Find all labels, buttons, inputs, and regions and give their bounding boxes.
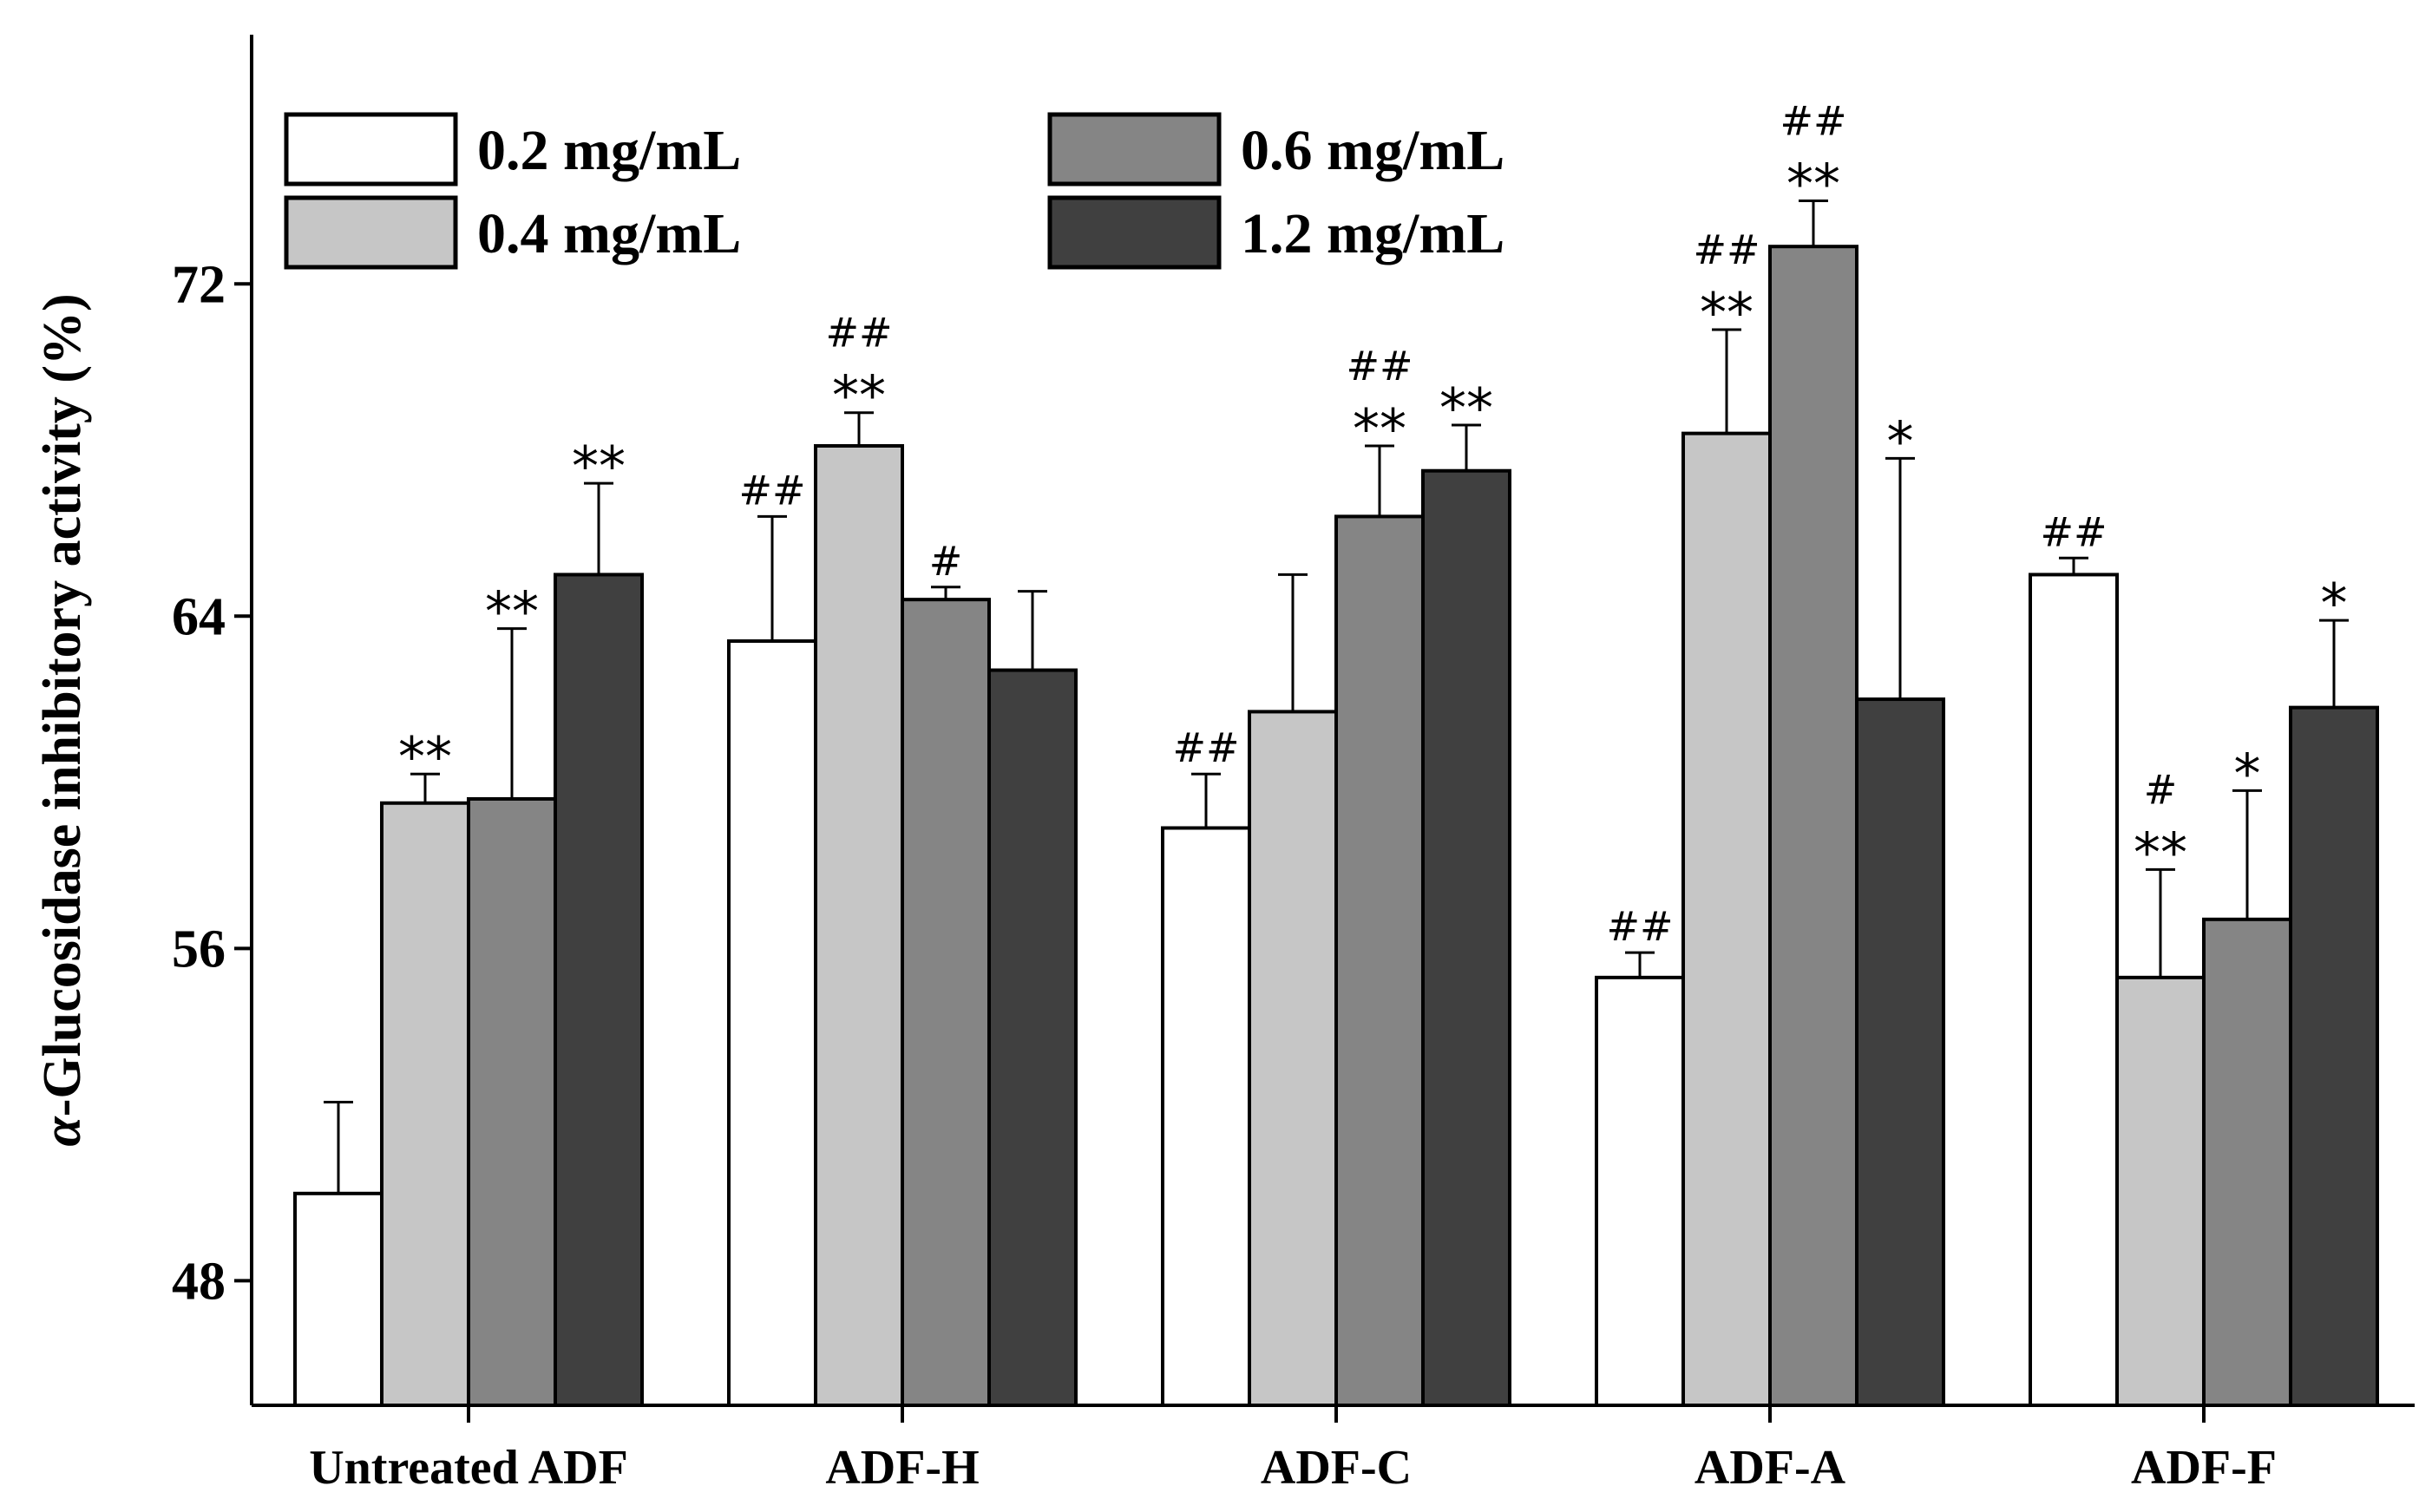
bar bbox=[2289, 705, 2379, 1407]
significance-hash: ## bbox=[825, 310, 892, 357]
significance-star: ** bbox=[1786, 153, 1840, 216]
bar bbox=[1855, 697, 1945, 1407]
significance-layer: ****** ##**#####**##**##**##**##*##**# ** bbox=[398, 98, 2348, 951]
bar bbox=[1421, 468, 1511, 1407]
y-tick-label: 56 bbox=[172, 920, 226, 979]
significance-star: * bbox=[2321, 572, 2348, 635]
legend-label: 1.2 mg/mL bbox=[1241, 202, 1504, 265]
significance-star: ** bbox=[1439, 376, 1493, 440]
x-tick-label: Untreated ADF bbox=[309, 1441, 628, 1495]
bar bbox=[2115, 975, 2206, 1408]
x-tick-label: ADF-C bbox=[1261, 1441, 1412, 1495]
bar bbox=[293, 1191, 383, 1408]
significance-star: ** bbox=[485, 580, 539, 644]
significance-hash: ## bbox=[1346, 343, 1413, 389]
significance-hash: # bbox=[929, 538, 963, 585]
legend-swatch bbox=[284, 195, 458, 270]
significance-star: * bbox=[1887, 409, 1914, 473]
x-tick-label: ADF-H bbox=[825, 1441, 979, 1495]
significance-star: ** bbox=[398, 725, 452, 789]
significance-hash: ## bbox=[738, 467, 805, 514]
x-ticks: Untreated ADF ADF-H ADF-C ADF-A ADF-F bbox=[309, 1405, 2277, 1495]
significance-hash: ## bbox=[1172, 724, 1239, 771]
legend-swatch bbox=[1047, 112, 1222, 187]
bar bbox=[554, 573, 644, 1407]
y-ticks: 48 56 64 72 bbox=[172, 255, 252, 1311]
significance-star: ** bbox=[832, 364, 886, 428]
significance-hash: # bbox=[2144, 766, 2178, 813]
significance-hash: ## bbox=[2040, 508, 2107, 555]
significance-hash: ## bbox=[1780, 98, 1846, 145]
y-tick-label: 72 bbox=[172, 255, 226, 314]
bar bbox=[1681, 431, 1772, 1407]
legend-swatch bbox=[1047, 195, 1222, 270]
significance-star: ** bbox=[1353, 397, 1406, 461]
significance-star: * bbox=[2234, 742, 2261, 805]
bar bbox=[2202, 917, 2292, 1408]
bar bbox=[987, 668, 1078, 1407]
bar bbox=[380, 801, 470, 1407]
y-tick-label: 48 bbox=[172, 1252, 226, 1311]
legend-label: 0.6 mg/mL bbox=[1241, 119, 1504, 182]
error-bars-layer bbox=[324, 200, 2349, 1194]
x-tick-label: ADF-A bbox=[1695, 1441, 1846, 1495]
significance-star: ** bbox=[1700, 281, 1754, 344]
significance-star: ** bbox=[572, 435, 626, 498]
bar bbox=[1334, 514, 1425, 1407]
significance-hash: ## bbox=[1606, 903, 1673, 950]
legend: 0.2 mg/mL 0.4 mg/mL 0.6 mg/mL 1.2 mg/mL bbox=[284, 112, 1504, 270]
y-axis-label: α-Glucosidase inhibitory activity (%) bbox=[33, 293, 92, 1146]
bar bbox=[814, 444, 904, 1407]
bar bbox=[467, 796, 557, 1407]
bar bbox=[2029, 573, 2119, 1407]
bar bbox=[727, 639, 817, 1407]
bars-layer bbox=[293, 245, 2379, 1408]
y-tick-label: 64 bbox=[172, 587, 226, 646]
legend-swatch bbox=[284, 112, 458, 187]
bar bbox=[1768, 245, 1858, 1408]
legend-label: 0.4 mg/mL bbox=[477, 202, 741, 265]
x-tick-label: ADF-F bbox=[2131, 1441, 2277, 1495]
axes bbox=[250, 35, 2415, 1407]
significance-star: ** bbox=[2134, 821, 2187, 884]
bar bbox=[1595, 975, 1685, 1408]
bar bbox=[901, 598, 991, 1407]
bar bbox=[1248, 710, 1338, 1407]
bar bbox=[1161, 826, 1251, 1407]
legend-label: 0.2 mg/mL bbox=[477, 119, 741, 182]
significance-hash: ## bbox=[1693, 226, 1760, 273]
